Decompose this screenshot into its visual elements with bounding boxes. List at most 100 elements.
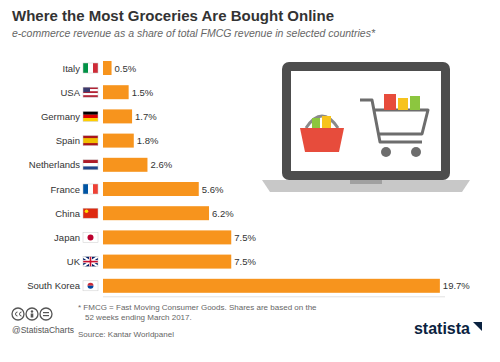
cart-item	[398, 98, 408, 110]
flag	[83, 160, 98, 170]
cart-item	[384, 94, 396, 110]
category-label: UK	[67, 256, 81, 267]
license-icon	[12, 308, 24, 320]
flag-part	[83, 87, 90, 92]
flag-part	[83, 136, 98, 146]
license-icon-part	[16, 312, 22, 316]
flag-part	[85, 209, 89, 213]
data-label: 0.5%	[115, 63, 137, 74]
license-icon-part	[31, 314, 34, 318]
license-icon-part	[31, 310, 33, 312]
source: Source: Kantar Worldpanel	[78, 330, 174, 339]
flag-part	[83, 257, 98, 267]
flag	[83, 281, 98, 291]
flag	[83, 111, 98, 121]
flag-border	[83, 232, 98, 242]
flag-border	[83, 63, 98, 73]
license-icon	[40, 308, 52, 320]
flag	[83, 232, 98, 242]
cart-wheel	[411, 147, 421, 157]
flag	[83, 208, 98, 218]
flag-part	[83, 184, 88, 194]
basket-item	[322, 116, 331, 130]
logo: statista	[414, 320, 470, 337]
flag-border	[83, 87, 98, 97]
flag-part	[83, 163, 98, 166]
flag-part	[83, 257, 98, 267]
flag-part	[88, 286, 94, 289]
value-axis	[103, 296, 445, 297]
flag-part	[88, 234, 94, 240]
bar	[103, 279, 440, 293]
flag	[83, 87, 98, 97]
title: Where the Most Groceries Are Bought Onli…	[12, 7, 334, 24]
flag-part	[88, 63, 93, 73]
flag-part	[93, 63, 98, 73]
flag-border	[83, 136, 98, 146]
flag	[83, 184, 98, 194]
flag-part	[83, 232, 98, 242]
category-label: Netherlands	[29, 159, 80, 170]
bar	[103, 61, 112, 75]
flag	[83, 63, 98, 73]
bar	[103, 255, 231, 269]
license-icon-part	[43, 312, 49, 313]
license-icon-part	[43, 315, 49, 316]
flag-border	[83, 208, 98, 218]
flag-part	[83, 118, 98, 121]
flag-part	[83, 111, 98, 114]
data-label: 1.8%	[137, 135, 159, 146]
data-label: 7.5%	[234, 256, 256, 267]
bar	[103, 230, 231, 244]
flag-part	[83, 166, 98, 169]
laptop-base	[262, 180, 470, 192]
flag	[83, 257, 98, 267]
bar	[103, 182, 199, 196]
flag-border	[83, 111, 98, 121]
cart-wheel	[381, 147, 391, 157]
flag-part	[88, 283, 94, 286]
data-label: 6.2%	[212, 208, 234, 219]
license-icon	[26, 308, 38, 320]
flag-border	[83, 281, 98, 291]
flag	[83, 136, 98, 146]
flag-border	[83, 160, 98, 170]
laptop-notch	[350, 180, 382, 184]
category-label: France	[50, 184, 80, 195]
illustration	[262, 62, 470, 192]
bar	[103, 206, 209, 220]
flag-part	[83, 160, 98, 163]
data-label: 19.7%	[443, 280, 470, 291]
category-label: Italy	[63, 63, 81, 74]
laptop-display	[291, 71, 441, 171]
laptop-screen	[282, 62, 450, 180]
handle: @StatistaCharts	[12, 325, 74, 335]
logo-mark	[473, 322, 482, 331]
flag-part	[83, 281, 98, 291]
bar	[103, 85, 129, 99]
flag-border	[83, 184, 98, 194]
category-label: Germany	[41, 111, 80, 122]
category-label: Japan	[54, 232, 80, 243]
flag-part	[90, 257, 92, 267]
flag-part	[88, 184, 93, 194]
cart-item	[410, 96, 420, 110]
footnote: * FMCG = Fast Moving Consumer Goods. Sha…	[78, 303, 323, 323]
flag-part	[83, 63, 88, 73]
bar	[103, 134, 134, 148]
flag-border	[83, 257, 98, 267]
data-label: 1.5%	[132, 87, 154, 98]
basket	[300, 128, 344, 152]
license-icons	[12, 308, 52, 320]
bars	[103, 61, 440, 293]
data-label: 7.5%	[234, 232, 256, 243]
flag-part	[83, 93, 98, 95]
bar	[103, 158, 147, 172]
data-label: 5.6%	[202, 184, 224, 195]
subtitle: e-commerce revenue as a share of total F…	[12, 27, 376, 39]
flag-part	[83, 95, 98, 97]
category-label: China	[55, 208, 81, 219]
bar	[103, 109, 132, 123]
flag-part	[93, 184, 98, 194]
category-label: South Korea	[27, 280, 81, 291]
